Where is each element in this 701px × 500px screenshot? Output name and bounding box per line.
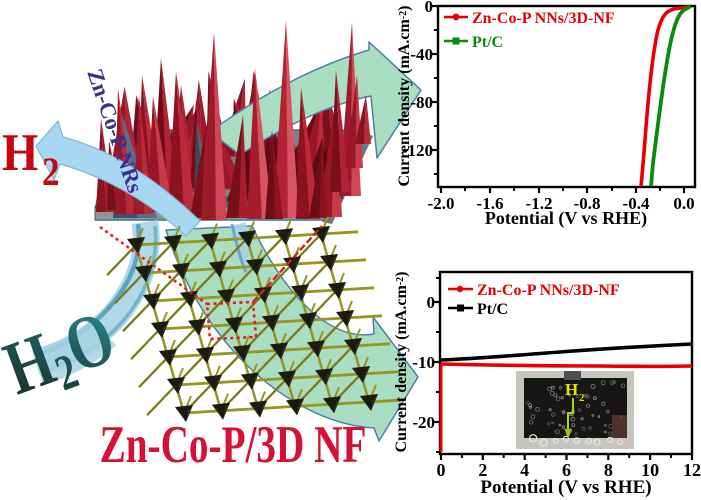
svg-text:-0.4: -0.4 (623, 194, 650, 213)
svg-text:-120: -120 (402, 141, 433, 160)
svg-text:4: 4 (520, 460, 529, 480)
svg-text:0: 0 (437, 460, 446, 480)
svg-text:12: 12 (683, 460, 701, 480)
svg-text:0.0: 0.0 (673, 194, 694, 213)
svg-text:Pt/C: Pt/C (472, 34, 503, 51)
svg-text:2: 2 (42, 150, 60, 195)
svg-text:2: 2 (478, 460, 487, 480)
svg-text:Potential (V vs RHE): Potential (V vs RHE) (485, 208, 647, 229)
svg-text:-80: -80 (410, 93, 433, 112)
svg-text:-0.8: -0.8 (574, 194, 601, 213)
svg-text:H: H (2, 123, 38, 181)
svg-text:H: H (565, 380, 578, 399)
svg-text:Zn-Co-P NNs/3D-NF: Zn-Co-P NNs/3D-NF (472, 10, 615, 27)
svg-text:6: 6 (562, 460, 571, 480)
svg-text:2: 2 (579, 392, 585, 404)
svg-text:10: 10 (641, 460, 659, 480)
svg-text:-1.2: -1.2 (526, 194, 553, 213)
svg-text:Current density (mA.cm-2): Current density (mA.cm-2) (393, 272, 410, 453)
svg-text:Zn-Co-P/3D NF: Zn-Co-P/3D NF (100, 415, 367, 474)
svg-text:0: 0 (427, 293, 436, 312)
svg-text:-2.0: -2.0 (428, 194, 455, 213)
svg-text:-40: -40 (410, 45, 433, 64)
svg-text:0: 0 (425, 0, 434, 16)
svg-text:Pt/C: Pt/C (477, 301, 508, 318)
svg-text:Zn-Co-P NNs/3D-NF: Zn-Co-P NNs/3D-NF (477, 282, 620, 299)
svg-text:-20: -20 (412, 413, 435, 432)
svg-text:Current density (mA.cm-2): Current density (mA.cm-2) (396, 6, 413, 187)
svg-text:-1.6: -1.6 (477, 194, 504, 213)
svg-text:8: 8 (604, 460, 613, 480)
svg-text:-10: -10 (412, 353, 435, 372)
svg-text:Potential (V vs RHE): Potential (V vs RHE) (480, 477, 651, 498)
